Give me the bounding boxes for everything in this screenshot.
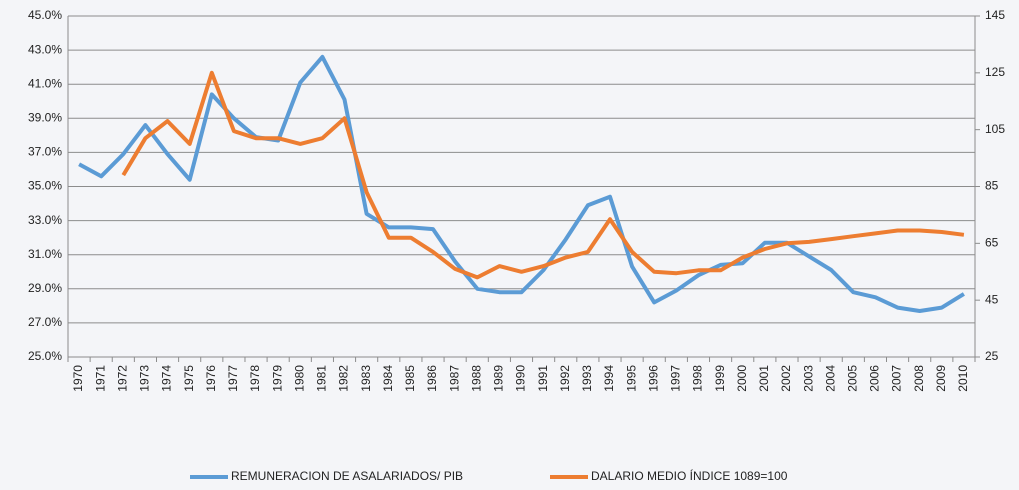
- x-tick-label: 1979: [270, 365, 284, 392]
- x-tick-label: 1970: [71, 365, 85, 392]
- x-tick-label: 1988: [469, 365, 483, 392]
- x-tick-label: 1985: [403, 365, 417, 392]
- x-tick-label: 2010: [956, 365, 970, 392]
- x-tick-label: 1975: [182, 365, 196, 392]
- y-tick-label: 25.0%: [28, 349, 62, 363]
- x-tick-label: 1976: [204, 365, 218, 392]
- x-tick-label: 1977: [226, 365, 240, 392]
- x-tick-label: 2009: [934, 365, 948, 392]
- x-tick-label: 1987: [447, 365, 461, 392]
- x-tick-label: 2005: [846, 365, 860, 392]
- x-tick-label: 2001: [757, 365, 771, 392]
- x-tick-label: 1978: [248, 365, 262, 392]
- y2-tick-label: 65: [985, 236, 999, 250]
- x-tick-label: 1993: [580, 365, 594, 392]
- x-tick-label: 2003: [801, 365, 815, 392]
- x-tick-label: 1986: [425, 365, 439, 392]
- x-tick-label: 1992: [558, 365, 572, 392]
- y-tick-label: 43.0%: [28, 42, 62, 56]
- y2-tick-label: 125: [985, 65, 1005, 79]
- y-tick-label: 45.0%: [28, 8, 62, 22]
- y2-tick-label: 25: [985, 349, 999, 363]
- y-tick-label: 37.0%: [28, 145, 62, 159]
- x-tick-label: 1994: [602, 365, 616, 392]
- x-tick-label: 1974: [160, 365, 174, 392]
- y-tick-label: 29.0%: [28, 281, 62, 295]
- y-tick-label: 31.0%: [28, 247, 62, 261]
- y-tick-label: 27.0%: [28, 315, 62, 329]
- x-tick-label: 1973: [138, 365, 152, 392]
- x-tick-label: 1983: [359, 365, 373, 392]
- y-tick-label: 41.0%: [28, 76, 62, 90]
- x-tick-label: 1972: [115, 365, 129, 392]
- x-tick-label: 1991: [536, 365, 550, 392]
- x-tick-label: 1980: [292, 365, 306, 392]
- x-tick-label: 1995: [624, 365, 638, 392]
- legend-label: REMUNERACION DE ASALARIADOS/ PIB: [231, 469, 463, 483]
- x-tick-label: 1981: [315, 365, 329, 392]
- x-tick-label: 1998: [691, 365, 705, 392]
- x-tick-label: 1996: [646, 365, 660, 392]
- legend-label: DALARIO MEDIO ÍNDICE 1089=100: [591, 468, 788, 483]
- x-tick-label: 2004: [823, 365, 837, 392]
- x-tick-label: 1997: [669, 365, 683, 392]
- x-tick-label: 2007: [890, 365, 904, 392]
- series-line: [121, 70, 965, 280]
- x-tick-label: 1989: [492, 365, 506, 392]
- y2-tick-label: 85: [985, 179, 999, 193]
- x-tick-label: 2002: [779, 365, 793, 392]
- x-tick-label: 2000: [735, 365, 749, 392]
- y2-tick-label: 105: [985, 122, 1005, 136]
- x-tick-label: 2008: [912, 365, 926, 392]
- y-tick-label: 39.0%: [28, 110, 62, 124]
- x-tick-label: 2006: [868, 365, 882, 392]
- x-tick-label: 1999: [713, 365, 727, 392]
- y2-tick-label: 145: [985, 8, 1005, 22]
- x-tick-label: 1984: [381, 365, 395, 392]
- x-tick-label: 1971: [93, 365, 107, 392]
- y-tick-label: 35.0%: [28, 179, 62, 193]
- y-tick-label: 33.0%: [28, 213, 62, 227]
- y2-tick-label: 45: [985, 292, 999, 306]
- x-tick-label: 1982: [337, 365, 351, 392]
- x-tick-label: 1990: [514, 365, 528, 392]
